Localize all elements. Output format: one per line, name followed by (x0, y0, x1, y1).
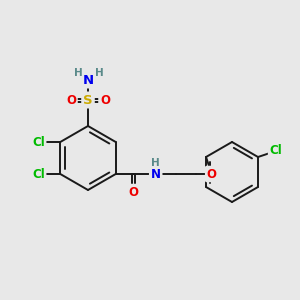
Text: Cl: Cl (32, 167, 45, 181)
Text: O: O (129, 185, 139, 199)
Text: N: N (151, 167, 161, 181)
Text: H: H (94, 68, 103, 78)
Text: H: H (74, 68, 82, 78)
Text: S: S (83, 94, 93, 106)
Text: Cl: Cl (270, 145, 282, 158)
Text: Cl: Cl (32, 136, 45, 148)
Text: O: O (66, 94, 76, 106)
Text: O: O (207, 167, 217, 181)
Text: O: O (100, 94, 110, 106)
Text: H: H (151, 158, 160, 168)
Text: N: N (82, 74, 94, 86)
